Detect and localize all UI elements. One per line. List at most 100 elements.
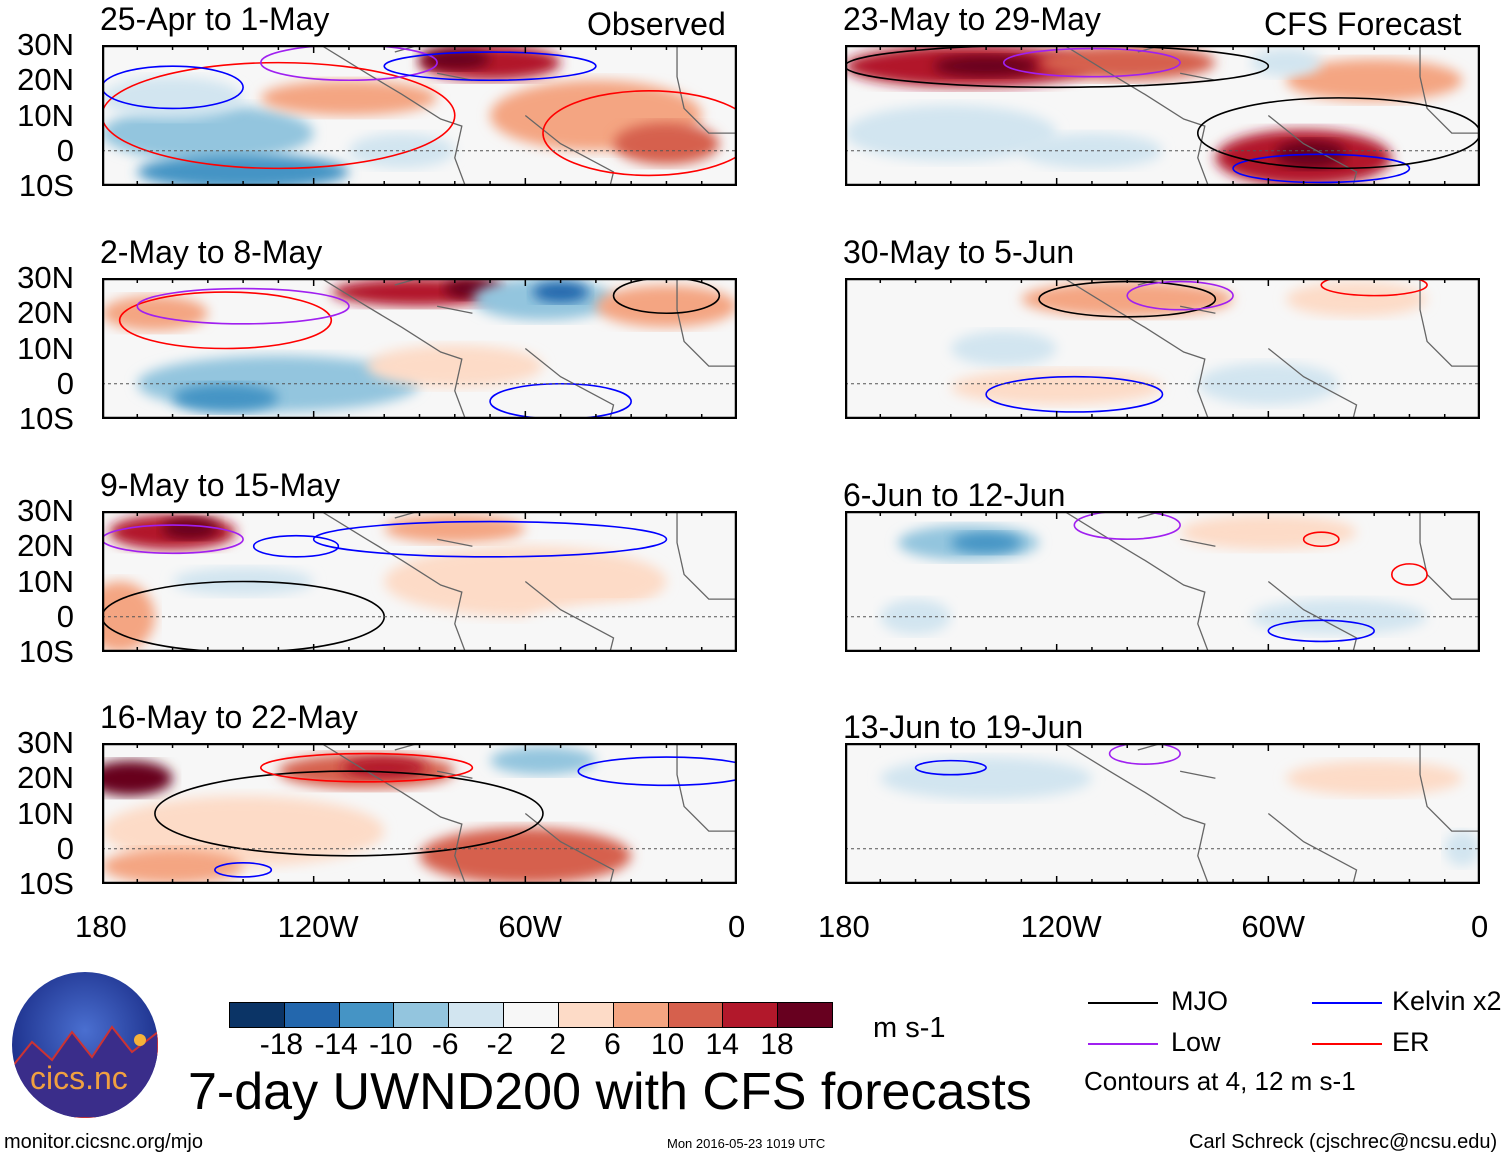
colorbar-swatch — [230, 1003, 285, 1027]
map-panel — [845, 45, 1480, 186]
panel-title: 25-Apr to 1-May — [100, 1, 330, 37]
colorbar-swatch — [668, 1003, 724, 1027]
logo-text: cics.nc — [30, 1060, 128, 1096]
colorbar — [229, 1002, 833, 1028]
wave-contour — [1073, 511, 1181, 540]
map-panel — [102, 45, 737, 186]
anomaly-region — [102, 295, 208, 331]
lon-label: 120W — [1020, 909, 1102, 944]
colorbar-swatch — [284, 1003, 340, 1027]
panel-title: 16-May to 22-May — [100, 699, 358, 735]
anomaly-region — [933, 55, 1040, 77]
coastline — [1063, 45, 1480, 186]
colorbar-label: -14 — [314, 1028, 358, 1061]
lat-label: 10N — [17, 563, 74, 599]
anomaly-region — [525, 602, 737, 645]
contours-note: Contours at 4, 12 m s-1 — [1084, 1066, 1356, 1096]
wave-contour — [118, 291, 333, 350]
lat-label: 0 — [56, 830, 74, 866]
wave-contour — [102, 65, 244, 110]
anomaly-region — [950, 532, 1022, 554]
lat-label: 30N — [17, 493, 74, 528]
lat-label: 20N — [17, 295, 74, 331]
lat-label: 30N — [17, 27, 74, 62]
map-panel — [845, 278, 1480, 419]
anomaly-region — [1250, 48, 1322, 77]
colorbar-swatch — [613, 1003, 669, 1027]
lat-label: 30N — [17, 260, 74, 295]
colorbar-label: 14 — [705, 1028, 739, 1061]
wave-contour — [154, 770, 544, 857]
footer-url[interactable]: monitor.cicsnc.org/mjo — [4, 1131, 203, 1153]
anomaly-region — [1039, 45, 1216, 81]
wave-contour — [1391, 563, 1428, 586]
wave-contour — [214, 862, 273, 878]
panel-title: 13-Jun to 19-Jun — [843, 709, 1084, 745]
wave-contour — [985, 375, 1164, 413]
wave-contour — [102, 61, 456, 170]
wave-contour — [612, 278, 721, 315]
colorbar-unit: m s-1 — [873, 1012, 946, 1044]
anomaly-region — [172, 383, 279, 412]
lat-label: 10S — [18, 401, 74, 436]
legend-er-line — [1312, 1043, 1382, 1045]
wave-contour — [1302, 531, 1340, 548]
colorbar-swatch — [778, 1003, 832, 1027]
lat-label: 20N — [17, 528, 74, 564]
colorbar-label: -2 — [486, 1028, 514, 1061]
wave-contour — [383, 51, 597, 82]
legend-low-line — [1088, 1043, 1158, 1045]
anomaly-region — [595, 285, 737, 328]
panel-title: 23-May to 29-May — [843, 1, 1101, 37]
observed-label: Observed — [587, 6, 726, 42]
anomaly-region — [384, 514, 526, 543]
panel-title: 2-May to 8-May — [100, 234, 323, 270]
lon-label: 0 — [1471, 909, 1489, 944]
anomaly-region — [532, 281, 589, 303]
colorbar-swatch — [504, 1003, 559, 1027]
wave-contour — [1126, 280, 1234, 311]
wave-contour — [577, 756, 737, 787]
lat-label: 0 — [56, 598, 74, 634]
lat-label: 10S — [18, 168, 74, 203]
map-panel — [845, 743, 1480, 884]
anomaly-region — [102, 848, 244, 884]
anomaly-region — [1285, 281, 1428, 317]
lon-label: 0 — [728, 909, 746, 944]
wave-contour — [259, 45, 438, 82]
anomaly-region — [1021, 281, 1234, 317]
map-panel — [102, 278, 737, 419]
wave-contour — [1267, 619, 1375, 643]
anomaly-region — [490, 746, 596, 775]
wave-contour — [845, 45, 1270, 89]
lon-label: 180 — [75, 909, 127, 944]
anomaly-region — [613, 122, 720, 165]
lat-label: 10N — [17, 97, 74, 133]
anomaly-region — [950, 369, 1163, 405]
anomaly-region — [260, 80, 438, 116]
colorbar-label: 6 — [604, 1028, 621, 1061]
panel-title: 9-May to 15-May — [100, 467, 341, 503]
coastline — [1063, 278, 1480, 419]
wave-contour — [312, 520, 668, 558]
lon-label: 60W — [498, 909, 563, 944]
wave-contour — [136, 287, 350, 325]
wave-contour — [542, 90, 737, 177]
wave-contour — [1232, 153, 1411, 184]
legend-low-label: Low — [1171, 1027, 1221, 1057]
footer-timestamp: Mon 2016-05-23 1019 UTC — [667, 1136, 826, 1151]
anomaly-region — [102, 760, 173, 796]
lon-label: 60W — [1241, 909, 1306, 944]
lat-label: 20N — [17, 760, 74, 796]
lon-label: 180 — [818, 909, 870, 944]
lat-label: 0 — [56, 132, 74, 168]
anomaly-region — [1285, 760, 1463, 796]
coastline — [320, 45, 737, 186]
colorbar-swatch — [394, 1003, 450, 1027]
colorbar-label: 18 — [760, 1028, 794, 1061]
map-panel — [102, 743, 737, 884]
legend-kelvin-line — [1312, 1002, 1382, 1004]
legend-er-label: ER — [1392, 1027, 1430, 1057]
wave-contour — [102, 524, 244, 555]
